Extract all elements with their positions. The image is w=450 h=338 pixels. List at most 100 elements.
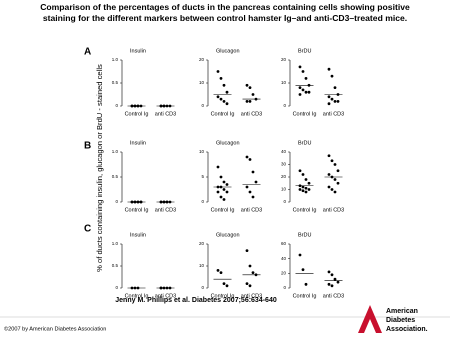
- x-tick-label: anti CD3: [241, 207, 262, 213]
- data-point: [222, 282, 226, 285]
- y-tick-label: 0.5: [112, 263, 119, 268]
- data-point: [245, 100, 249, 103]
- x-tick-label: Control Ig: [293, 293, 317, 299]
- data-point: [301, 185, 305, 189]
- data-point: [304, 186, 308, 190]
- data-point: [333, 86, 337, 89]
- y-tick-label: 10: [199, 263, 205, 268]
- data-point: [330, 188, 334, 191]
- data-point: [327, 185, 331, 189]
- data-point: [330, 284, 334, 288]
- plot-title: BrDU: [298, 48, 311, 54]
- data-point: [301, 70, 305, 73]
- data-point: [245, 83, 249, 87]
- y-tick-label: 30: [281, 162, 287, 167]
- data-point: [245, 282, 249, 285]
- plot-title: Glucagon: [216, 48, 240, 54]
- data-point: [336, 169, 340, 173]
- data-point: [307, 188, 311, 191]
- data-point: [248, 86, 252, 89]
- plot-title: BrDU: [298, 232, 311, 238]
- y-tick-label: 0: [283, 199, 286, 204]
- x-tick-label: anti CD3: [323, 207, 344, 213]
- data-point: [330, 74, 334, 78]
- data-point: [219, 195, 223, 199]
- y-tick-label: 20: [199, 57, 205, 62]
- data-point: [304, 90, 308, 94]
- x-tick-label: Control Ig: [125, 111, 149, 117]
- data-point: [336, 280, 340, 284]
- y-tick-label: 20: [281, 271, 287, 276]
- data-point: [248, 284, 252, 288]
- data-point: [225, 190, 229, 194]
- data-point: [222, 198, 226, 201]
- data-point: [333, 178, 337, 181]
- data-point: [304, 190, 308, 194]
- data-point: [298, 93, 302, 96]
- y-tick-label: 1.0: [112, 149, 119, 154]
- data-point: [333, 190, 337, 194]
- panel-label: A: [84, 47, 91, 58]
- data-point: [216, 95, 220, 99]
- data-point: [219, 175, 223, 179]
- data-point: [248, 100, 252, 103]
- y-tick-label: 40: [281, 149, 287, 154]
- logo-text: Association.: [386, 326, 428, 333]
- data-point: [327, 270, 331, 274]
- y-tick-label: 0.5: [112, 80, 119, 85]
- y-tick-label: 40: [281, 256, 287, 261]
- data-point: [298, 169, 302, 173]
- data-point: [225, 284, 229, 288]
- x-tick-label: anti CD3: [241, 111, 262, 117]
- y-tick-label: 1.0: [112, 241, 119, 246]
- y-tick-label: 10: [199, 149, 205, 154]
- data-point: [336, 181, 340, 185]
- data-point: [333, 100, 337, 103]
- y-tick-label: 1.0: [112, 57, 119, 62]
- data-point: [251, 93, 255, 96]
- data-point: [307, 90, 311, 94]
- data-point: [327, 173, 331, 176]
- data-point: [245, 185, 249, 189]
- data-point: [298, 188, 302, 191]
- figure-title: Comparison of the percentages of ducts i…: [40, 2, 410, 23]
- y-tick-label: 0: [115, 103, 118, 108]
- data-point: [327, 282, 331, 286]
- data-point: [298, 253, 302, 257]
- y-tick-label: 0: [201, 199, 204, 204]
- y-tick-label: 10: [281, 187, 287, 192]
- data-point: [248, 190, 252, 194]
- data-point: [216, 165, 220, 169]
- data-point: [222, 83, 226, 87]
- data-point: [219, 77, 223, 80]
- plot-title: Glucagon: [216, 140, 240, 146]
- data-point: [216, 269, 220, 272]
- y-tick-label: 0: [283, 103, 286, 108]
- x-tick-label: Control Ig: [211, 293, 235, 299]
- data-point: [251, 271, 255, 274]
- data-point: [216, 190, 220, 194]
- y-tick-label: 0: [115, 199, 118, 204]
- data-point: [222, 100, 226, 103]
- panel-label: C: [84, 224, 91, 235]
- data-point: [330, 159, 334, 163]
- plot-title: Insulin: [130, 140, 146, 146]
- logo-text: American: [386, 308, 418, 315]
- y-tick-label: 10: [199, 80, 205, 85]
- plots: Insulin 0 0.5 1.0 Control Ig anti CD3 Glucagon…: [112, 48, 344, 299]
- x-tick-label: anti CD3: [155, 111, 176, 117]
- y-tick-label: 0: [201, 285, 204, 290]
- title-box: Comparison of the percentages of ducts i…: [40, 2, 410, 23]
- data-point: [298, 65, 302, 69]
- data-point: [304, 282, 308, 286]
- data-point: [225, 90, 229, 94]
- x-tick-label: Control Ig: [125, 293, 149, 299]
- data-point: [248, 158, 252, 161]
- x-tick-label: anti CD3: [155, 293, 176, 299]
- data-point: [304, 178, 308, 181]
- data-point: [307, 181, 311, 185]
- data-point: [219, 97, 223, 101]
- plot-title: Insulin: [130, 232, 146, 238]
